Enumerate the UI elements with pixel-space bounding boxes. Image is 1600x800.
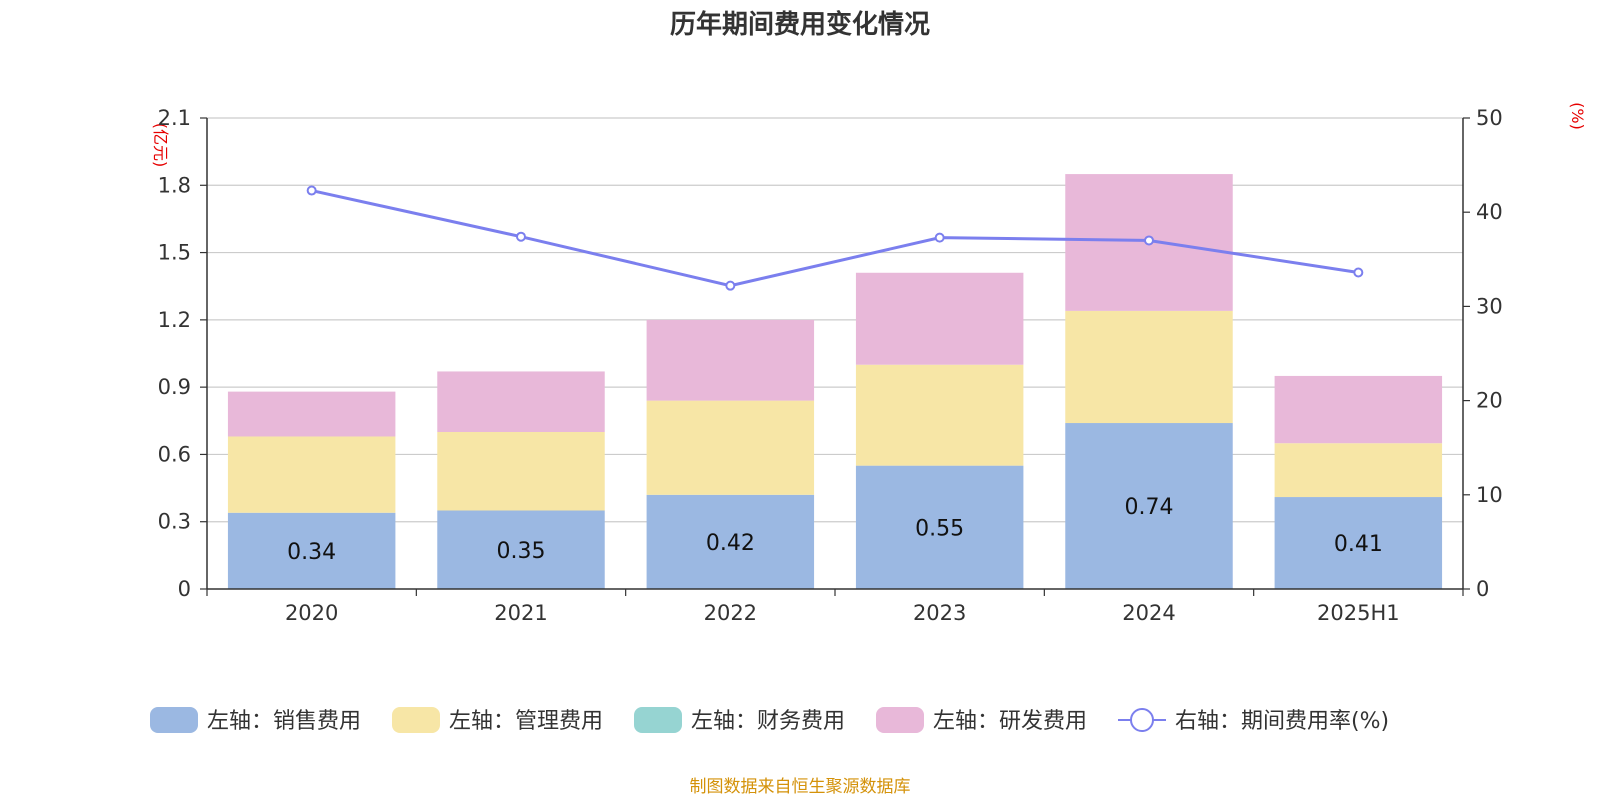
bar-segment-1	[437, 432, 605, 511]
bar-segment-3	[227, 391, 396, 437]
chart-title: 历年期间费用变化情况	[670, 9, 930, 40]
right-axis-unit: (%)	[1568, 102, 1587, 130]
legend-label: 右轴：期间费用率(%)	[1175, 709, 1389, 734]
rate-point	[725, 280, 736, 291]
rate-point	[516, 231, 526, 242]
bar-segment-1	[227, 436, 396, 513]
bars	[227, 174, 1443, 589]
bar-value-label: 0.35	[497, 539, 546, 564]
source-note: 制图数据来自恒生聚源数据库	[690, 777, 911, 797]
rate-point	[934, 232, 945, 243]
legend-swatch	[392, 707, 440, 733]
bar-segment-3	[646, 319, 815, 401]
right-tick-label: 30	[1476, 294, 1503, 318]
x-tick-label: 2024	[1122, 601, 1175, 625]
legend-swatch	[876, 707, 924, 733]
bar-segment-3	[1274, 375, 1443, 444]
legend-label: 左轴：管理费用	[449, 709, 603, 734]
bar-value-label: 0.42	[706, 531, 755, 556]
bar-segment-0	[855, 465, 1024, 589]
bar-value-label: 0.55	[915, 516, 964, 541]
rate-line	[306, 185, 1364, 291]
legend-swatch	[150, 707, 198, 733]
right-tick-label: 20	[1476, 389, 1503, 413]
bar-segment-1	[646, 400, 815, 495]
left-tick-label: 1.8	[158, 173, 191, 197]
legend-label: 左轴：研发费用	[933, 709, 1087, 734]
grid	[207, 117, 1463, 523]
x-tick-label: 2021	[494, 601, 547, 625]
bar-segment-3	[855, 272, 1024, 365]
rate-point	[1144, 235, 1154, 246]
bar-segment-3	[437, 371, 605, 432]
bar-segment-0	[1274, 497, 1443, 589]
bar-segment-0	[1065, 423, 1233, 589]
left-tick-label: 0.3	[158, 510, 191, 534]
x-tick-label: 2020	[285, 601, 338, 625]
right-tick-label: 10	[1476, 483, 1503, 507]
rate-line-path	[311, 189, 1359, 288]
bar-segment-0	[227, 512, 396, 589]
legend-label: 左轴：销售费用	[207, 709, 361, 734]
bar-value-label: 0.74	[1125, 495, 1174, 520]
rate-point	[306, 185, 317, 196]
right-tick-label: 50	[1476, 106, 1503, 130]
left-axis-unit: (亿元)	[151, 123, 170, 168]
right-tick-label: 40	[1476, 200, 1503, 224]
bar-segment-0	[437, 510, 605, 589]
bar-value-label: 0.41	[1334, 532, 1383, 557]
left-tick-label: 2.1	[158, 106, 191, 130]
legend-swatch	[634, 707, 682, 733]
rate-point	[1353, 267, 1364, 278]
axes: 0 0.3 0.6 0.9 1.2 1.5 1.8 2.1 0 10 20 30 40 50 2020 202…	[158, 106, 1503, 625]
left-tick-label: 0	[178, 577, 191, 601]
bar-segment-1	[855, 364, 1024, 466]
left-tick-label: 1.2	[158, 308, 191, 332]
bar-segment-1	[1065, 310, 1233, 424]
bar-segment-0	[646, 494, 815, 589]
legend: 左轴：销售费用 左轴：管理费用 左轴：财务费用 左轴：研发费用 右轴：期间费用率(%)	[150, 707, 1389, 734]
legend-label: 左轴：财务费用	[691, 709, 845, 734]
x-tick-label: 2025H1	[1317, 601, 1400, 625]
legend-marker	[1130, 708, 1154, 732]
right-tick-label: 0	[1476, 577, 1489, 601]
bar-value-label: 0.34	[287, 540, 336, 565]
left-tick-label: 0.6	[158, 442, 191, 466]
x-tick-label: 2022	[704, 601, 757, 625]
data-labels: 0.34 0.35 0.42 0.55 0.74 0.41	[287, 495, 1383, 565]
x-tick-label: 2023	[913, 601, 966, 625]
left-tick-label: 0.9	[158, 375, 191, 399]
left-tick-label: 1.5	[158, 241, 191, 265]
bar-segment-1	[1274, 443, 1443, 498]
